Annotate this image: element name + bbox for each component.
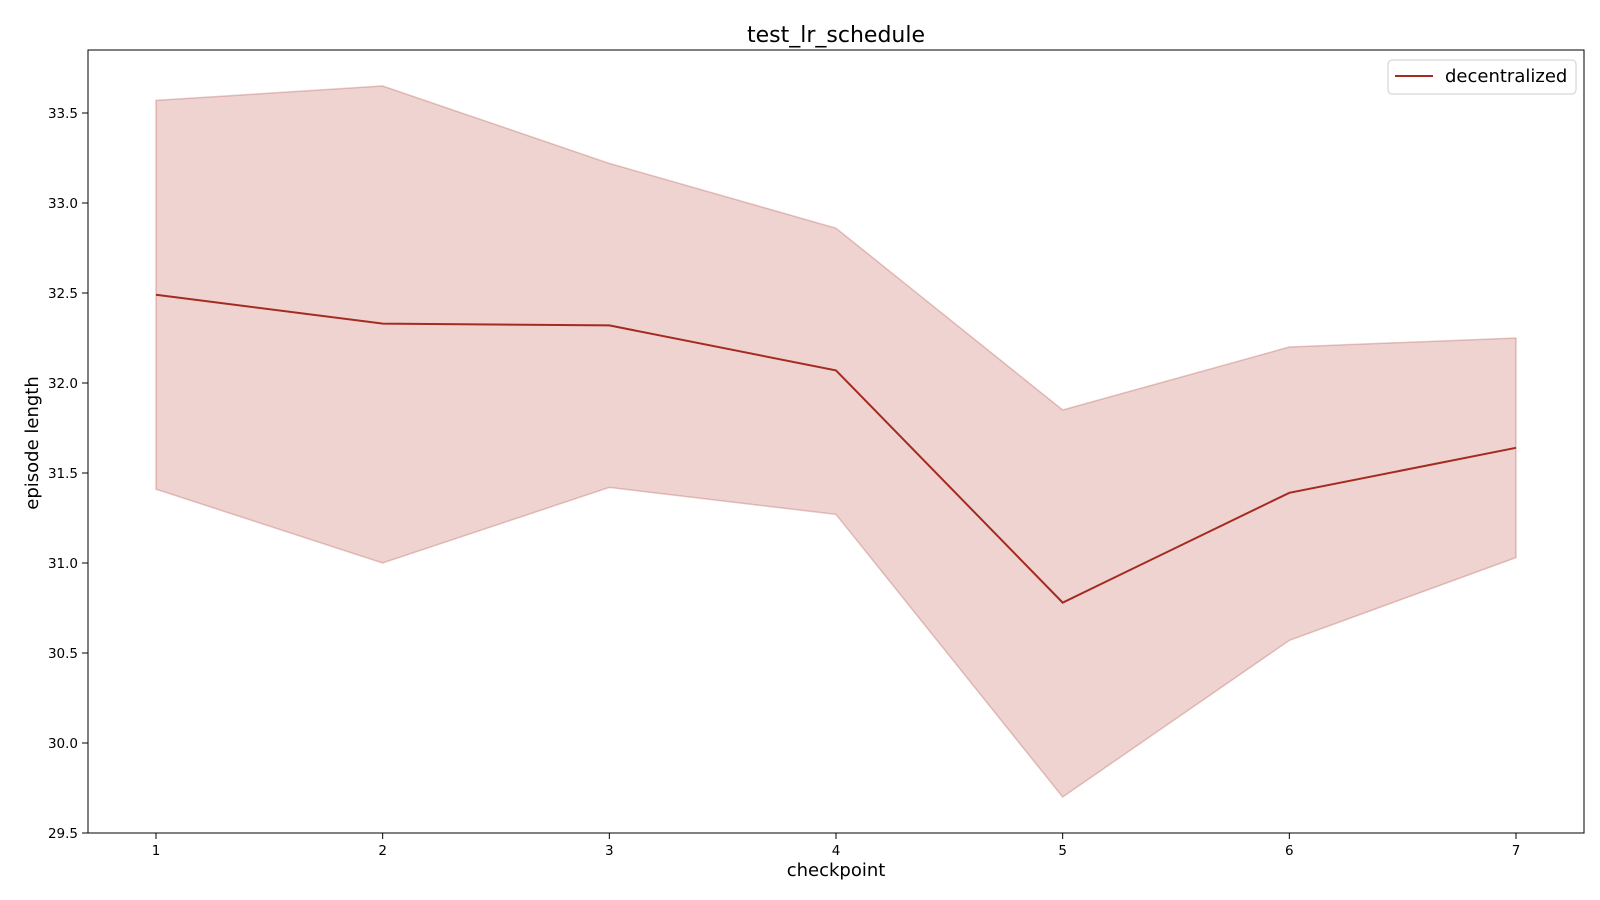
legend-box <box>1387 59 1577 95</box>
legend-label: decentralized <box>1445 66 1567 87</box>
y-tick-label: 29.5 <box>48 826 78 842</box>
x-axis-label: checkpoint <box>787 860 886 881</box>
plot-area: 1 2 3 4 5 6 7 29.5 30.0 30.5 31.0 31.5 32.0 32.5 33.0 3… <box>48 49 1585 859</box>
series-line-0 <box>155 293 1517 604</box>
y-tick-label: 32.5 <box>48 286 78 302</box>
data-point <box>154 293 158 297</box>
x-tick-label: 7 <box>1512 843 1521 859</box>
y-tick-label: 33.5 <box>48 106 78 122</box>
data-point <box>1514 446 1518 450</box>
x-tick-label: 5 <box>1058 843 1067 859</box>
y-tick-label: 30.5 <box>48 646 78 662</box>
x-tick-label: 1 <box>152 843 161 859</box>
y-tick-label: 31.0 <box>48 556 78 572</box>
x-tick-label: 3 <box>605 843 614 859</box>
data-point <box>381 322 385 326</box>
x-tick-label: 6 <box>1285 843 1294 859</box>
x-tick-label: 4 <box>832 843 841 859</box>
data-point <box>1287 491 1291 495</box>
data-point <box>834 368 838 372</box>
y-tick-label: 31.5 <box>48 466 78 482</box>
legend: decentralized <box>1387 59 1577 95</box>
y-axis-label: episode length <box>22 376 43 510</box>
y-tick-label: 32.0 <box>48 376 78 392</box>
data-point <box>1061 601 1065 605</box>
y-tick-label: 30.0 <box>48 736 78 752</box>
chart-title: test_lr_schedule <box>747 23 925 48</box>
confidence-band-0 <box>155 85 1517 799</box>
data-point <box>607 323 611 327</box>
y-tick-label: 33.0 <box>48 196 78 212</box>
x-tick-label: 2 <box>378 843 387 859</box>
